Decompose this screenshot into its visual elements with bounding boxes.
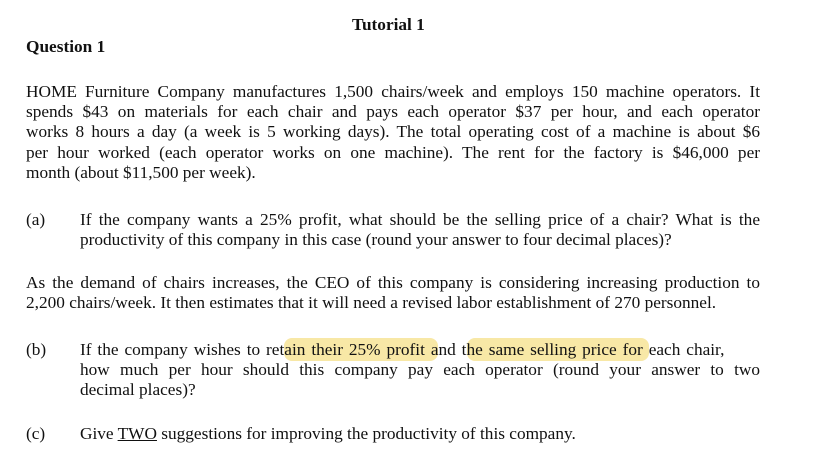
- text: suggestions for improving the productivi…: [156, 424, 576, 443]
- text: If the company wishes to ret: [80, 340, 285, 359]
- text: nd t: [438, 340, 467, 359]
- part-a-line: If the company wants a 25% profit, what …: [80, 210, 760, 229]
- middle-line: As the demand of chairs increases, the C…: [26, 273, 760, 292]
- part-b-label: (b): [26, 340, 47, 359]
- intro-line: spends $43 on materials for each chair a…: [26, 102, 760, 121]
- highlight: ain their 25% profit a: [284, 338, 439, 361]
- part-b-line: If the company wishes to retain their 25…: [80, 338, 760, 361]
- tutorial-title: Tutorial 1: [352, 15, 425, 34]
- text: each chair,: [648, 340, 725, 359]
- intro-line: per hour worked (each operator works on …: [26, 143, 760, 162]
- underlined-text: TWO: [117, 424, 157, 443]
- intro-line: month (about $11,500 per week).: [26, 163, 256, 182]
- part-a-line: productivity of this company in this cas…: [80, 230, 672, 249]
- text: Give: [80, 424, 118, 443]
- part-b-line: decimal places)?: [80, 380, 196, 399]
- part-c-line: Give TWO suggestions for improving the p…: [80, 424, 576, 444]
- intro-line: works 8 hours a day (a week is 5 working…: [26, 122, 760, 141]
- highlight: he same selling price for: [466, 338, 649, 361]
- part-c-label: (c): [26, 424, 46, 443]
- part-b-line: how much per hour should this company pa…: [80, 360, 760, 379]
- intro-line: HOME Furniture Company manufactures 1,50…: [26, 82, 760, 101]
- middle-line: 2,200 chairs/week. It then estimates tha…: [26, 293, 717, 312]
- question-heading: Question 1: [26, 37, 106, 56]
- part-a-label: (a): [26, 210, 46, 229]
